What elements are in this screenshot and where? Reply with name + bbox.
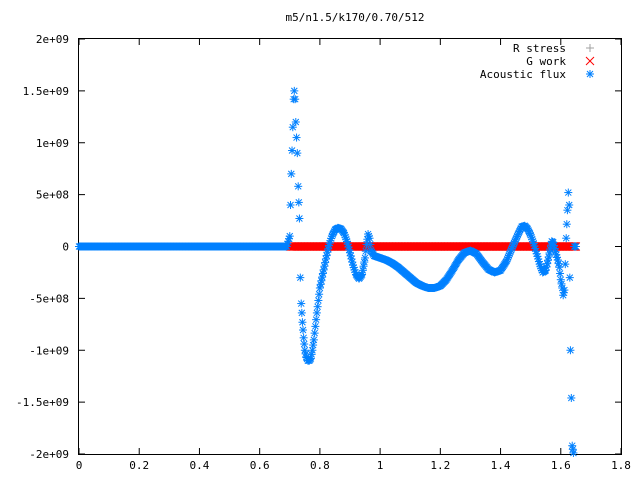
data-point	[312, 308, 321, 317]
data-point	[564, 188, 573, 197]
data-point	[291, 95, 300, 104]
data-point	[562, 220, 571, 229]
data-point	[297, 308, 306, 317]
data-point	[562, 234, 571, 243]
data-point	[293, 149, 302, 158]
data-point	[292, 133, 301, 142]
axis-ticks: 0 0.2 0.4 0.6 0.8 1 1.2 1.4 1.6 1.8 2e+09 1.5e+09 1e…	[16, 33, 631, 472]
y-tick-label: 0	[62, 241, 69, 254]
y-tick-label: 2e+09	[36, 33, 69, 46]
x-tick-label: 1.4	[491, 459, 511, 472]
data-point	[298, 318, 307, 327]
data-point	[565, 201, 574, 209]
data-point	[313, 302, 322, 311]
data-point	[291, 118, 300, 126]
data-point	[571, 242, 580, 251]
data-point	[566, 346, 575, 355]
data-point	[306, 354, 315, 363]
x-tick-label: 0.4	[190, 459, 210, 472]
data-point	[361, 253, 370, 262]
data-point	[555, 263, 564, 272]
data-point	[287, 169, 296, 178]
x-tick-label: 1.2	[430, 459, 450, 472]
x-tick-label: 1.6	[551, 459, 571, 472]
y-tick-label: 1.5e+09	[23, 85, 69, 98]
data-point	[309, 335, 318, 344]
data-point	[366, 240, 375, 249]
data-point	[299, 326, 308, 335]
data-point	[561, 260, 570, 269]
x-tick-label: 0.2	[129, 459, 149, 472]
data-point	[569, 448, 578, 457]
y-tick-label: 1e+09	[36, 137, 69, 150]
x-tick-label: 0	[76, 459, 83, 472]
data-point	[295, 214, 304, 223]
data-point	[565, 273, 574, 282]
x-tick-label: 0.8	[310, 459, 330, 472]
data-point	[311, 322, 320, 331]
data-point	[310, 329, 319, 338]
data-point	[285, 232, 294, 241]
data-point	[312, 315, 321, 324]
data-point	[361, 247, 370, 256]
data-point	[300, 340, 309, 349]
data-point	[297, 299, 306, 308]
data-point	[560, 286, 569, 295]
data-point	[296, 273, 305, 282]
legend-marker	[586, 44, 594, 52]
y-tick-label: 5e+08	[36, 189, 69, 202]
x-tick-label: 0.6	[250, 459, 270, 472]
y-tick-label: -1.5e+09	[16, 396, 69, 409]
legend-label: Acoustic flux	[480, 68, 566, 81]
data-point	[294, 198, 303, 207]
data-point	[290, 86, 299, 95]
data-point	[299, 333, 308, 342]
data-point	[286, 201, 295, 209]
x-tick-label: 1	[377, 459, 384, 472]
legend-marker	[586, 70, 594, 78]
legend-marker	[585, 56, 595, 66]
data-point	[556, 269, 565, 278]
data-point	[315, 290, 324, 299]
chart-title: m5/n1.5/k170/0.70/512	[285, 11, 424, 24]
data-point	[567, 393, 576, 402]
y-tick-label: -5e+08	[29, 292, 69, 305]
series-acoustic-flux	[75, 86, 580, 457]
x-tick-label: 1.8	[611, 459, 631, 472]
y-tick-label: -1e+09	[29, 344, 69, 357]
legend-label: R stress	[513, 42, 566, 55]
data-point	[365, 234, 374, 243]
data-point	[314, 296, 323, 305]
series-layer	[75, 86, 581, 457]
data-point	[294, 182, 303, 191]
y-tick-label: -2e+09	[29, 448, 69, 461]
legend-label: G work	[526, 55, 566, 68]
